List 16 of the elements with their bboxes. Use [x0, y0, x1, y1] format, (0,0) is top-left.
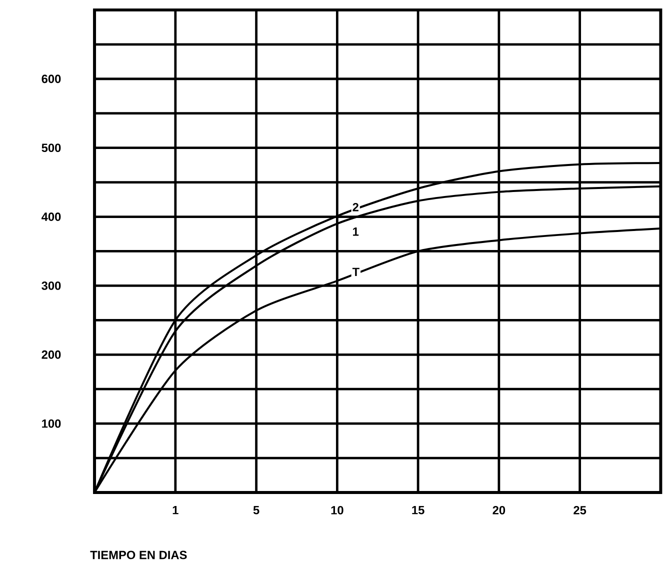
- y-tick-label: 400: [42, 212, 61, 221]
- x-axis-title: TIEMPO EN DIAS: [90, 550, 187, 560]
- x-tick-label: 25: [574, 506, 586, 514]
- x-tick-label: 15: [412, 506, 424, 514]
- y-tick-label: 500: [42, 144, 61, 152]
- y-tick-label: 300: [42, 281, 61, 290]
- x-tick-label: 1: [172, 506, 178, 514]
- y-tick-label: 200: [42, 350, 61, 359]
- x-tick-label: 10: [331, 506, 344, 514]
- x-tick-label: 20: [492, 506, 506, 514]
- series-label: 2: [352, 202, 358, 212]
- series-label: 1: [353, 227, 359, 236]
- y-tick-label: 100: [42, 419, 61, 428]
- x-tick-label: 5: [253, 506, 260, 514]
- series-label: T: [352, 268, 360, 276]
- y-tick-label: 600: [42, 74, 61, 84]
